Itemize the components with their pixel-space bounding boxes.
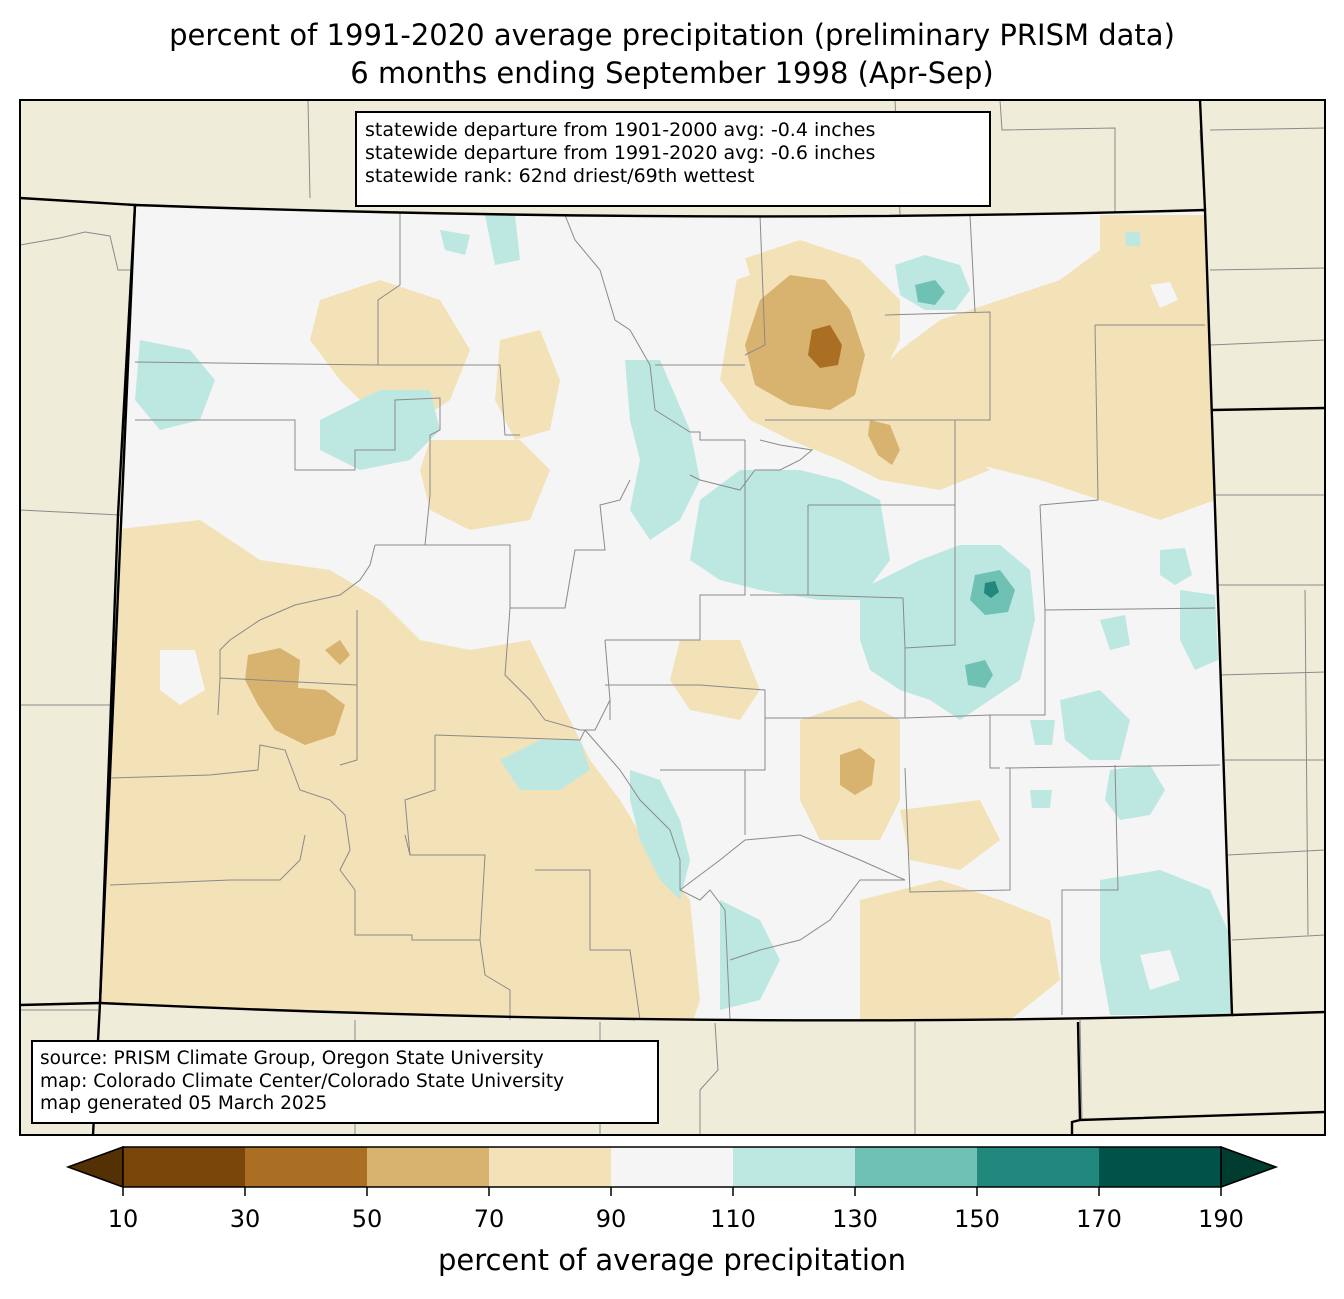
- colorbar-bin-90-110: [611, 1147, 733, 1187]
- colorbar-bin-170-190: [1099, 1147, 1221, 1187]
- county-lines: [109, 213, 1221, 1021]
- map-frame: [19, 99, 1326, 1136]
- colorbar-ticks: [122, 1187, 1222, 1196]
- source-generated-date: map generated 05 March 2025: [40, 1093, 328, 1114]
- colorbar-bin-70-90: [489, 1147, 611, 1187]
- colorbar-bin-110-130: [733, 1147, 855, 1187]
- statewide-stats-box: statewide departure from 1901-2000 avg: …: [355, 111, 991, 207]
- colorbar-extend-low: [65, 1145, 124, 1189]
- colorbar-tick-label: 10: [107, 1205, 139, 1233]
- colorbar-tick-label: 70: [473, 1205, 505, 1233]
- stats-rank: statewide rank: 62nd driest/69th wettest: [365, 165, 755, 187]
- colorbar-tick-label: 50: [351, 1205, 383, 1233]
- colorbar-tick-label: 150: [954, 1205, 1000, 1233]
- source-prism: source: PRISM Climate Group, Oregon Stat…: [40, 1048, 544, 1069]
- stats-departure-1901-2000: statewide departure from 1901-2000 avg: …: [365, 119, 876, 141]
- colorbar-extend-high: [1220, 1145, 1279, 1189]
- state-borders: [19, 99, 1326, 1136]
- colorbar-bin-150-170: [977, 1147, 1099, 1187]
- map-title-line-2: 6 months ending September 1998 (Apr-Sep): [350, 56, 994, 90]
- colorbar-bin-130-150: [855, 1147, 977, 1187]
- source-box: source: PRISM Climate Group, Oregon Stat…: [31, 1040, 659, 1124]
- colorbar-tick-label: 190: [1198, 1205, 1244, 1233]
- colorbar-tick-label: 90: [595, 1205, 627, 1233]
- colorbar-tick-label: 30: [229, 1205, 261, 1233]
- colorbar-bin-10-30: [123, 1147, 245, 1187]
- colorbar: [65, 1145, 1279, 1196]
- source-map-credit: map: Colorado Climate Center/Colorado St…: [40, 1070, 565, 1092]
- colorbar-tick-label: 130: [832, 1205, 878, 1233]
- colorbar-bin-50-70: [367, 1147, 489, 1187]
- colorbar-tick-label: 110: [710, 1205, 756, 1233]
- stats-departure-1991-2020: statewide departure from 1991-2020 avg: …: [365, 142, 876, 164]
- colorbar-bin-30-50: [245, 1147, 367, 1187]
- map-title-line-1: percent of 1991-2020 average precipitati…: [169, 18, 1175, 52]
- colorbar-title: percent of average precipitation: [437, 1243, 907, 1277]
- colorbar-tick-label: 170: [1076, 1205, 1122, 1233]
